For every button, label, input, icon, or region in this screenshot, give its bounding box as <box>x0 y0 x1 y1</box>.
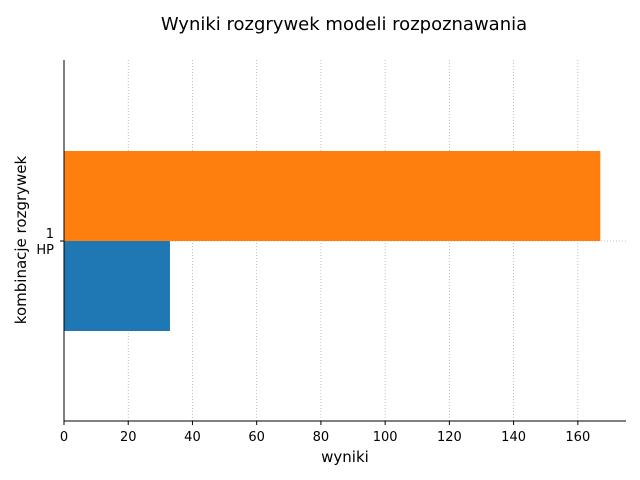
x-tick-label: 120 <box>437 430 462 445</box>
x-tick-label: 60 <box>248 430 265 445</box>
x-tick-label: 40 <box>184 430 201 445</box>
bars <box>64 151 601 331</box>
y-ticks: 1HP <box>36 227 64 258</box>
y-tick-label: HP <box>36 243 54 258</box>
bar <box>64 241 170 331</box>
x-axis-label: wyniki <box>321 448 369 466</box>
x-ticks: 0 20 40 60 80 100 120 140 160 <box>60 421 590 445</box>
x-tick-label: 20 <box>120 430 137 445</box>
x-tick-label: 160 <box>565 430 590 445</box>
y-tick-label: 1 <box>46 227 54 242</box>
x-tick-label: 100 <box>373 430 398 445</box>
y-axis-label: kombinacje rozgrywek <box>12 156 30 325</box>
x-tick-label: 0 <box>60 430 68 445</box>
chart-title: Wyniki rozgrywek modeli rozpoznawania <box>161 14 527 35</box>
x-tick-label: 80 <box>313 430 330 445</box>
x-tick-label: 140 <box>501 430 526 445</box>
bar <box>64 151 601 241</box>
